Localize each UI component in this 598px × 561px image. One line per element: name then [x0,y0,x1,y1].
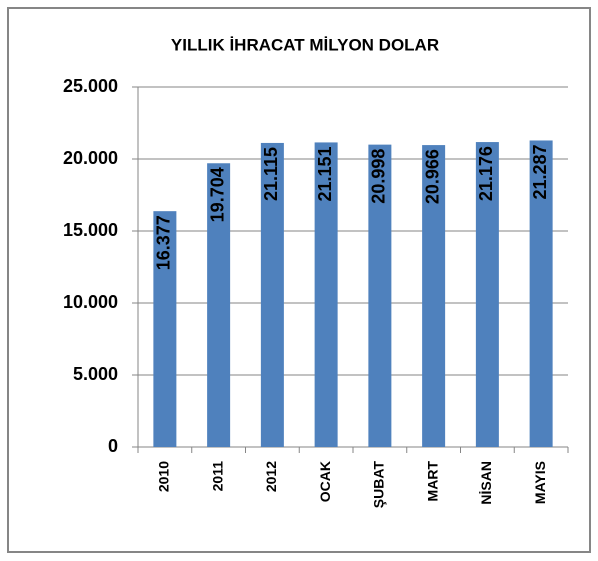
y-tick-label: 0 [108,436,118,456]
bar [422,145,446,447]
value-label: 19.704 [207,167,227,222]
bar [153,211,177,447]
value-label: 21.176 [476,146,496,201]
bar [260,142,284,447]
value-label: 20.998 [369,149,389,204]
x-tick-label: 2011 [209,461,225,492]
x-tick-label: MAYIS [532,461,548,504]
x-tick-label: 2010 [156,461,172,492]
bar [475,142,499,447]
value-label: 21.287 [530,144,550,199]
value-label: 20.966 [422,149,442,204]
bar [529,140,553,447]
x-tick-label: OCAK [317,461,333,502]
bar [207,163,231,448]
bar [368,144,392,448]
y-tick-label: 5.000 [73,364,118,384]
y-tick-label: 15.000 [63,220,118,240]
x-tick-label: ŞUBAT [371,461,387,509]
x-tick-label: 2012 [263,461,279,492]
y-tick-label: 20.000 [63,148,118,168]
x-tick-label: NİSAN [478,461,494,505]
value-label: 21.151 [315,146,335,201]
value-label: 21.115 [261,147,281,201]
value-label: 16.377 [154,215,174,270]
y-tick-label: 10.000 [63,292,118,312]
y-tick-label: 25.000 [63,76,118,96]
bar [314,142,338,447]
x-tick-label: MART [424,461,440,502]
chart-title: YILLIK İHRACAT MİLYON DOLAR [171,35,439,54]
